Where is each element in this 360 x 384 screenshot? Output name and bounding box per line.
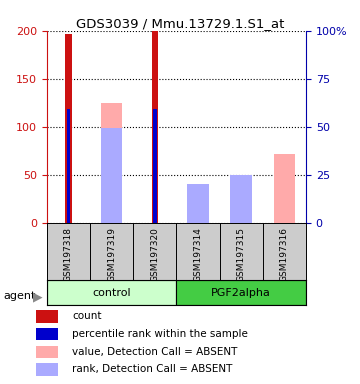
Text: PGF2alpha: PGF2alpha [211,288,271,298]
Bar [274,154,295,223]
Bar [65,34,72,223]
Bar [152,31,158,223]
Text: percentile rank within the sample: percentile rank within the sample [72,329,248,339]
Text: GSM197318: GSM197318 [64,227,73,282]
Bar [36,346,58,358]
Bar [187,200,209,223]
Bar [101,127,122,223]
Bar [230,175,252,223]
Bar [101,103,122,223]
Text: value, Detection Call = ABSENT: value, Detection Call = ABSENT [72,347,237,357]
Text: rank, Detection Call = ABSENT: rank, Detection Call = ABSENT [72,364,232,374]
Text: GSM197319: GSM197319 [107,227,116,282]
Bar [176,280,306,305]
Bar [67,109,70,223]
Bar [47,280,176,305]
Bar [36,363,58,376]
Text: GSM197316: GSM197316 [280,227,289,282]
Text: control: control [92,288,131,298]
Bar [36,310,58,323]
Text: count: count [72,311,102,321]
Text: ▶: ▶ [33,290,43,303]
Bar [36,328,58,340]
Bar [153,109,157,223]
Text: GSM197315: GSM197315 [237,227,246,282]
Text: GSM197314: GSM197314 [194,227,202,282]
Text: GSM197320: GSM197320 [150,227,159,282]
Text: agent: agent [4,291,36,301]
Text: GDS3039 / Mmu.13729.1.S1_at: GDS3039 / Mmu.13729.1.S1_at [76,17,284,30]
Bar [187,184,209,223]
Bar [230,190,252,223]
